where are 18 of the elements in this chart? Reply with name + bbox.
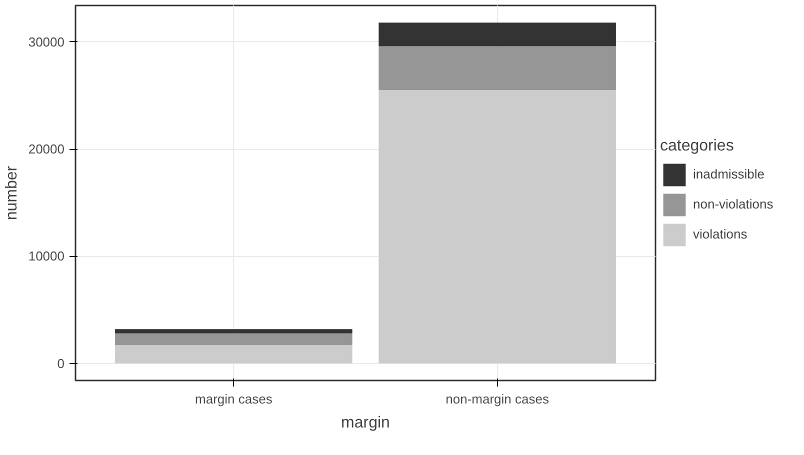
- x-axis-title: margin: [341, 414, 390, 432]
- bar: [115, 329, 352, 334]
- bar: [115, 333, 352, 346]
- legend-label: violations: [693, 226, 748, 242]
- bar: [115, 345, 352, 364]
- x-tick-label: margin cases: [195, 392, 273, 406]
- y-tick-label: 0: [57, 356, 65, 371]
- bar: [378, 90, 616, 364]
- y-axis-title: number: [3, 165, 20, 220]
- y-tick-label: 20000: [28, 142, 65, 157]
- y-tick-label: 10000: [28, 248, 65, 264]
- y-tick-label: 30000: [28, 34, 65, 50]
- bar: [378, 46, 616, 90]
- legend-label: non-violations: [693, 196, 774, 212]
- bar: [378, 22, 616, 46]
- x-tick-label: non-margin cases: [446, 392, 550, 406]
- legend-label: inadmissible: [693, 166, 765, 182]
- legend-title: categories: [660, 137, 735, 155]
